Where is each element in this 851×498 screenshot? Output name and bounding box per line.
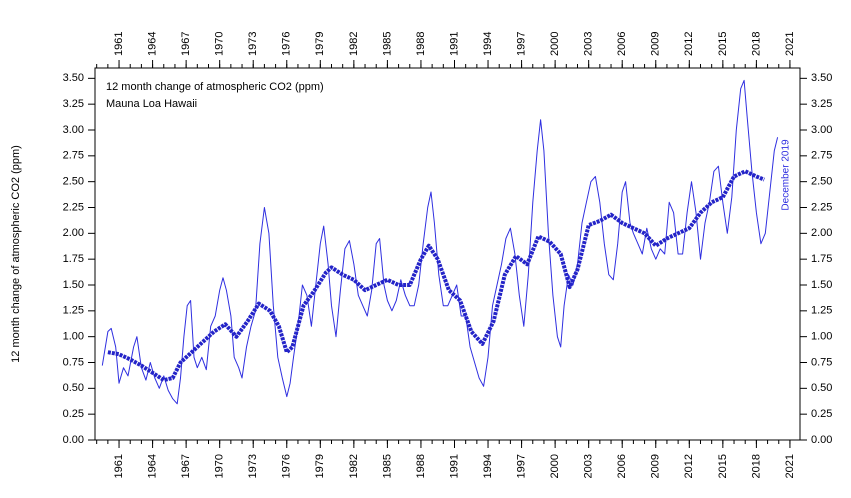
x-tick-label: 1982 — [348, 454, 360, 478]
annotation: December 2019 — [781, 139, 792, 211]
x-tick-label: 1973 — [247, 454, 259, 478]
series-line — [107, 169, 765, 383]
y-tick-label-right: 2.25 — [811, 201, 832, 213]
y-tick-label: 1.00 — [63, 331, 84, 343]
x-tick-label: 1976 — [281, 454, 293, 478]
x-tick-label: 2015 — [717, 454, 729, 478]
x-tick-label: 1988 — [415, 454, 427, 478]
x-tick-label-top: 1967 — [180, 32, 192, 56]
y-tick-label-right: 1.25 — [811, 305, 832, 317]
x-tick-label: 1964 — [146, 454, 158, 478]
y-tick-label: 3.00 — [63, 124, 84, 136]
x-tick-label-top: 1985 — [381, 32, 393, 56]
y-tick-label: 0.50 — [63, 382, 84, 394]
x-tick-label-top: 2012 — [683, 32, 695, 56]
x-tick-label-top: 2015 — [717, 32, 729, 56]
y-tick-label-right: 2.75 — [811, 150, 832, 162]
y-tick-label: 1.75 — [63, 253, 84, 265]
y-tick-label-right: 3.00 — [811, 124, 832, 136]
x-tick-label: 1961 — [113, 454, 125, 478]
y-tick-label: 2.25 — [63, 201, 84, 213]
plot-frame — [94, 67, 801, 441]
y-tick-label: 3.25 — [63, 98, 84, 110]
x-tick-label-top: 1994 — [482, 32, 494, 56]
y-tick-label-right: 1.50 — [811, 279, 832, 291]
chart-subtitle: Mauna Loa Hawaii — [106, 98, 197, 110]
x-tick-label-top: 2003 — [583, 32, 595, 56]
x-tick-label: 1997 — [515, 454, 527, 478]
chart-title: 12 month change of atmospheric CO2 (ppm) — [106, 81, 324, 93]
y-axis-label: 12 month change of atmospheric CO2 (ppm) — [10, 145, 22, 363]
y-tick-label-right: 2.00 — [811, 227, 832, 239]
y-tick-label: 0.75 — [63, 356, 84, 368]
y-tick-label-right: 1.75 — [811, 253, 832, 265]
x-tick-label: 2000 — [549, 454, 561, 478]
y-tick-label: 3.50 — [63, 72, 84, 84]
y-tick-label-right: 0.50 — [811, 382, 832, 394]
y-tick-label-right: 2.50 — [811, 176, 832, 188]
x-tick-label: 2006 — [616, 454, 628, 478]
y-tick-label: 0.00 — [63, 434, 84, 446]
x-tick-label: 2009 — [650, 454, 662, 478]
x-tick-label-top: 1973 — [247, 32, 259, 56]
y-tick-label-right: 0.00 — [811, 434, 832, 446]
x-tick-label: 1994 — [482, 454, 494, 478]
y-tick-label: 1.25 — [63, 305, 84, 317]
y-tick-label-right: 3.50 — [811, 72, 832, 84]
y-tick-label-right: 1.00 — [811, 331, 832, 343]
x-tick-label: 1985 — [381, 454, 393, 478]
x-tick-label-top: 1982 — [348, 32, 360, 56]
x-tick-label-top: 1970 — [214, 32, 226, 56]
x-tick-label-top: 1976 — [281, 32, 293, 56]
x-tick-label: 2003 — [583, 454, 595, 478]
x-tick-label-top: 1988 — [415, 32, 427, 56]
x-tick-label: 1979 — [314, 454, 326, 478]
y-tick-label-right: 3.25 — [811, 98, 832, 110]
y-tick-label-right: 0.25 — [811, 408, 832, 420]
y-tick-label-right: 0.75 — [811, 356, 832, 368]
x-tick-label: 1967 — [180, 454, 192, 478]
x-tick-label: 1991 — [448, 454, 460, 478]
x-tick-label-top: 1979 — [314, 32, 326, 56]
x-tick-label: 1970 — [214, 454, 226, 478]
x-tick-label: 2018 — [750, 454, 762, 478]
x-tick-label-top: 1991 — [448, 32, 460, 56]
x-tick-label: 2021 — [784, 454, 796, 478]
y-tick-label: 1.50 — [63, 279, 84, 291]
series-line — [101, 79, 779, 405]
y-tick-label: 2.50 — [63, 176, 84, 188]
x-tick-label: 2012 — [683, 454, 695, 478]
x-tick-label-top: 2009 — [650, 32, 662, 56]
x-tick-label-top: 2018 — [750, 32, 762, 56]
y-tick-label: 2.75 — [63, 150, 84, 162]
x-tick-label-top: 2021 — [784, 32, 796, 56]
x-tick-label-top: 1961 — [113, 32, 125, 56]
x-tick-label-top: 2000 — [549, 32, 561, 56]
x-tick-label-top: 1964 — [146, 32, 158, 56]
y-tick-label: 0.25 — [63, 408, 84, 420]
x-tick-label-top: 1997 — [515, 32, 527, 56]
x-tick-label-top: 2006 — [616, 32, 628, 56]
y-tick-label: 2.00 — [63, 227, 84, 239]
